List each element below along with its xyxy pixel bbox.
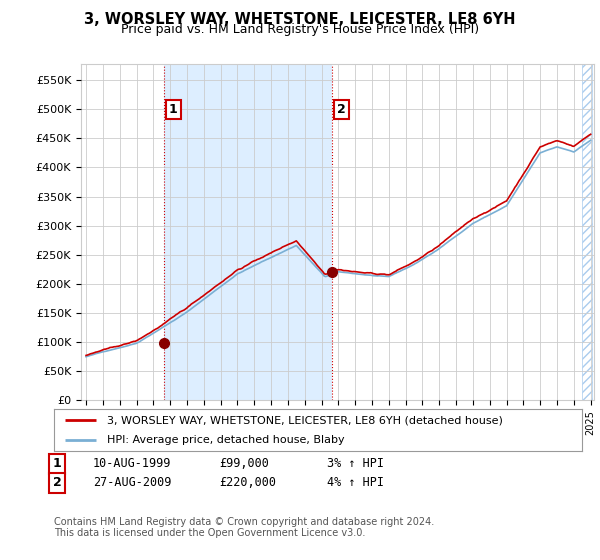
Bar: [582, 64, 592, 400]
Text: 27-AUG-2009: 27-AUG-2009: [93, 476, 172, 489]
Text: 3% ↑ HPI: 3% ↑ HPI: [327, 457, 384, 470]
Text: £99,000: £99,000: [219, 457, 269, 470]
Text: 2: 2: [337, 102, 346, 116]
Text: Price paid vs. HM Land Registry's House Price Index (HPI): Price paid vs. HM Land Registry's House …: [121, 22, 479, 36]
Bar: [164, 64, 332, 400]
Text: 4% ↑ HPI: 4% ↑ HPI: [327, 476, 384, 489]
Text: HPI: Average price, detached house, Blaby: HPI: Average price, detached house, Blab…: [107, 435, 344, 445]
Text: 10-AUG-1999: 10-AUG-1999: [93, 457, 172, 470]
Text: 1: 1: [53, 457, 61, 470]
Text: 1: 1: [169, 102, 178, 116]
Text: £220,000: £220,000: [219, 476, 276, 489]
Text: 3, WORSLEY WAY, WHETSTONE, LEICESTER, LE8 6YH (detached house): 3, WORSLEY WAY, WHETSTONE, LEICESTER, LE…: [107, 415, 503, 425]
Text: Contains HM Land Registry data © Crown copyright and database right 2024.
This d: Contains HM Land Registry data © Crown c…: [54, 517, 434, 538]
Text: 3, WORSLEY WAY, WHETSTONE, LEICESTER, LE8 6YH: 3, WORSLEY WAY, WHETSTONE, LEICESTER, LE…: [84, 12, 516, 26]
Text: 2: 2: [53, 476, 61, 489]
